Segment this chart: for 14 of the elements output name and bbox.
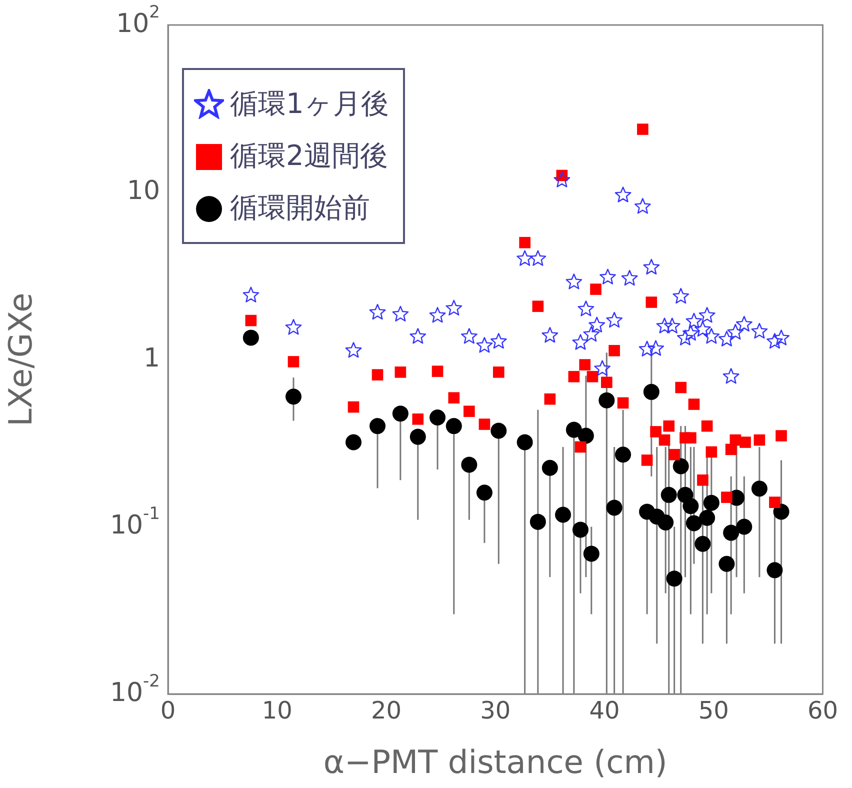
x-tick-label: 30 — [480, 696, 511, 725]
x-tick-label: 60 — [807, 696, 838, 725]
x-tick-label: 40 — [589, 696, 620, 725]
legend-label: 循環開始前 — [230, 190, 370, 226]
x-tick-label: 20 — [370, 696, 402, 725]
y-axis-title: LXe/GXe — [2, 292, 40, 426]
x-tick-label: 50 — [698, 696, 729, 725]
x-tick-label: 0 — [160, 696, 176, 725]
x-axis-title: α−PMT distance (cm) — [323, 743, 668, 782]
legend-label: 循環2週間後 — [230, 138, 388, 174]
legend-label: 循環1ヶ月後 — [230, 86, 389, 122]
x-tick-label: 10 — [262, 696, 292, 725]
y-tick-label: 1 — [143, 343, 160, 374]
y-tick-label: 10 — [126, 176, 160, 206]
